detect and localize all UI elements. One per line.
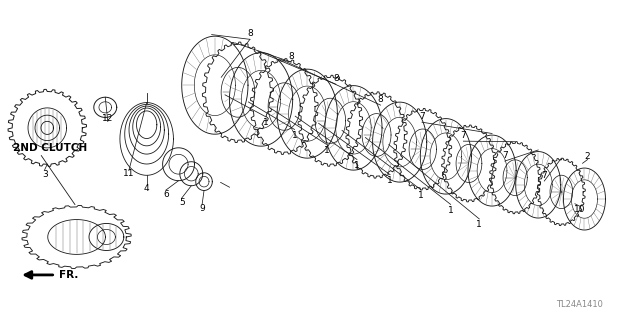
Text: 8: 8 [247,29,253,38]
Text: 1: 1 [292,131,298,140]
Polygon shape [349,94,404,176]
Text: FR.: FR. [59,270,78,280]
Text: 10: 10 [574,205,586,214]
Text: 9: 9 [199,204,205,213]
Polygon shape [492,143,538,212]
Text: 1: 1 [323,145,329,154]
Polygon shape [12,92,83,164]
Polygon shape [253,61,315,152]
Text: 1: 1 [263,118,269,127]
Polygon shape [301,78,360,164]
Polygon shape [120,103,173,175]
Polygon shape [205,44,270,140]
Text: 12: 12 [102,114,113,123]
Polygon shape [196,173,212,190]
Polygon shape [163,148,195,181]
Text: 7: 7 [541,171,547,180]
Text: 2: 2 [585,152,591,161]
Text: 8: 8 [333,74,339,83]
Polygon shape [182,36,248,134]
Polygon shape [372,102,427,182]
Text: 1: 1 [448,206,454,215]
Polygon shape [89,223,124,250]
Text: 1: 1 [354,161,360,170]
Text: 1: 1 [418,191,424,200]
Text: 1: 1 [387,176,393,185]
Polygon shape [180,162,203,186]
Polygon shape [540,160,583,224]
Text: 7: 7 [419,112,425,121]
Text: 7: 7 [502,151,508,160]
Text: 3: 3 [42,170,47,179]
Text: 11: 11 [123,169,134,178]
Polygon shape [396,110,449,188]
Text: 1: 1 [476,220,482,229]
Polygon shape [468,135,516,206]
Text: 4: 4 [144,184,150,193]
Polygon shape [444,127,494,200]
Text: 6: 6 [163,190,169,199]
Polygon shape [27,207,126,267]
Polygon shape [325,85,382,170]
Text: TL24A1410: TL24A1410 [556,300,603,309]
Text: 8: 8 [378,95,383,104]
Polygon shape [229,53,292,146]
Text: 8: 8 [289,52,294,61]
Polygon shape [516,152,561,218]
Text: 5: 5 [179,198,184,207]
Text: 7: 7 [461,131,467,140]
Polygon shape [94,97,116,117]
Text: 2ND CLUTCH: 2ND CLUTCH [13,144,87,153]
Polygon shape [420,119,472,194]
Polygon shape [277,69,337,158]
Polygon shape [563,168,605,230]
